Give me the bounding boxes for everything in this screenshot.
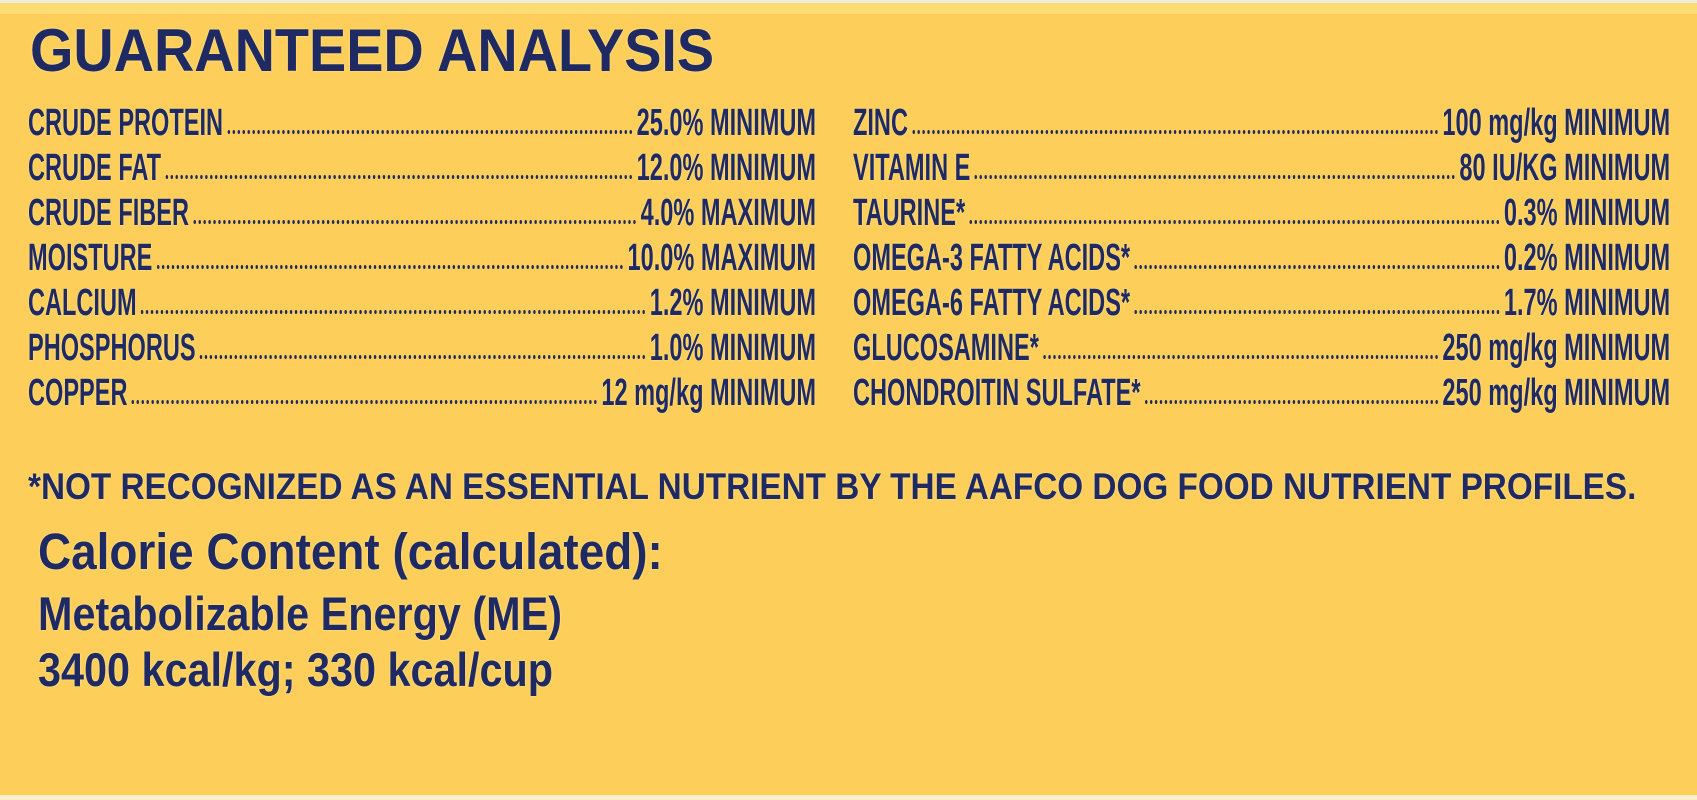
- analysis-row: VITAMIN E 80 IU/KG MINIMUM: [853, 145, 1670, 190]
- analysis-row: MOISTURE 10.0% MAXIMUM: [28, 235, 816, 280]
- leader-dots: [165, 175, 633, 179]
- leader-dots: [199, 355, 646, 359]
- nutrient-label: CRUDE FIBER: [28, 192, 190, 234]
- nutrient-value: 100 mg/kg MINIMUM: [1442, 102, 1671, 144]
- nutrient-label: OMEGA-3 FATTY ACIDS*: [853, 237, 1131, 279]
- nutrient-value: 12.0% MINIMUM: [636, 147, 817, 189]
- nutrient-value: 0.3% MINIMUM: [1503, 192, 1671, 234]
- nutrient-label: CRUDE PROTEIN: [28, 102, 224, 144]
- leader-dots: [1134, 265, 1500, 269]
- analysis-row: CRUDE FAT 12.0% MINIMUM: [28, 145, 816, 190]
- analysis-row: ZINC 100 mg/kg MINIMUM: [853, 100, 1670, 145]
- nutrient-value: 0.2% MINIMUM: [1503, 237, 1671, 279]
- analysis-row: CALCIUM 1.2% MINIMUM: [28, 280, 816, 325]
- guaranteed-analysis-title: GUARANTEED ANALYSIS: [30, 17, 715, 84]
- leader-dots: [969, 220, 1500, 224]
- analysis-row: TAURINE* 0.3% MINIMUM: [853, 190, 1670, 235]
- nutrient-value: 1.2% MINIMUM: [649, 282, 817, 324]
- metabolizable-energy-line: Metabolizable Energy (ME): [38, 587, 562, 640]
- nutrient-label: OMEGA-6 FATTY ACIDS*: [853, 282, 1131, 324]
- leader-dots: [912, 130, 1439, 134]
- analysis-row: GLUCOSAMINE* 250 mg/kg MINIMUM: [853, 325, 1670, 370]
- analysis-column-right: ZINC 100 mg/kg MINIMUM VITAMIN E 80 IU/KG M…: [853, 100, 1670, 415]
- analysis-row: OMEGA-3 FATTY ACIDS* 0.2% MINIMUM: [853, 235, 1670, 280]
- analysis-column-right-rows: ZINC 100 mg/kg MINIMUM VITAMIN E 80 IU/KG M…: [853, 100, 1670, 415]
- nutrient-label: PHOSPHORUS: [28, 327, 196, 369]
- nutrient-value: 250 mg/kg MINIMUM: [1442, 372, 1671, 414]
- aafco-footnote: *NOT RECOGNIZED AS AN ESSENTIAL NUTRIENT…: [28, 466, 1637, 507]
- nutrient-label: MOISTURE: [28, 237, 153, 279]
- leader-dots: [974, 175, 1456, 179]
- nutrient-value: 25.0% MINIMUM: [636, 102, 817, 144]
- nutrient-value: 1.7% MINIMUM: [1503, 282, 1671, 324]
- nutrient-value: 80 IU/KG MINIMUM: [1459, 147, 1671, 189]
- nutrient-value: 10.0% MAXIMUM: [627, 237, 817, 279]
- leader-dots: [131, 400, 598, 404]
- nutrient-value: 4.0% MAXIMUM: [640, 192, 817, 234]
- nutrient-label: CRUDE FAT: [28, 147, 162, 189]
- nutrient-value: 12 mg/kg MINIMUM: [601, 372, 817, 414]
- analysis-column-left-rows: CRUDE PROTEIN 25.0% MINIMUM CRUDE FAT 12.0%…: [28, 100, 816, 415]
- leader-dots: [1043, 355, 1439, 359]
- analysis-row: OMEGA-6 FATTY ACIDS* 1.7% MINIMUM: [853, 280, 1670, 325]
- analysis-row: CHONDROITIN SULFATE* 250 mg/kg MINIMUM: [853, 370, 1670, 415]
- nutrient-label: CHONDROITIN SULFATE*: [853, 372, 1141, 414]
- analysis-row: PHOSPHORUS 1.0% MINIMUM: [28, 325, 816, 370]
- nutrient-label: TAURINE*: [853, 192, 966, 234]
- top-band-strip: [0, 3, 1697, 14]
- leader-dots: [140, 310, 646, 314]
- nutrient-label: ZINC: [853, 102, 908, 144]
- analysis-row: CRUDE FIBER 4.0% MAXIMUM: [28, 190, 816, 235]
- leader-dots: [1134, 310, 1500, 314]
- analysis-row: CRUDE PROTEIN 25.0% MINIMUM: [28, 100, 816, 145]
- nutrient-label: COPPER: [28, 372, 128, 414]
- nutrient-value: 250 mg/kg MINIMUM: [1442, 327, 1671, 369]
- calorie-content-heading: Calorie Content (calculated):: [38, 523, 663, 580]
- analysis-row: COPPER 12 mg/kg MINIMUM: [28, 370, 816, 415]
- kcal-values-line: 3400 kcal/kg; 330 kcal/cup: [38, 643, 554, 696]
- leader-dots: [156, 265, 624, 269]
- leader-dots: [193, 220, 637, 224]
- nutrient-label: CALCIUM: [28, 282, 137, 324]
- nutrient-label: VITAMIN E: [853, 147, 971, 189]
- analysis-column-left: CRUDE PROTEIN 25.0% MINIMUM CRUDE FAT 12.0%…: [28, 100, 816, 415]
- leader-dots: [1144, 400, 1439, 404]
- top-edge-strip: [0, 0, 1697, 3]
- nutrient-label: GLUCOSAMINE*: [853, 327, 1039, 369]
- leader-dots: [227, 130, 633, 134]
- nutrient-value: 1.0% MINIMUM: [649, 327, 817, 369]
- bottom-edge-strip: [0, 795, 1697, 800]
